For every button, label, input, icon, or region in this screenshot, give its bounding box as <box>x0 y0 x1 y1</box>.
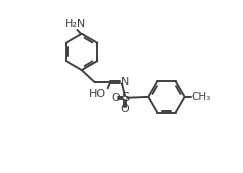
Text: O: O <box>121 104 129 114</box>
Text: H₂N: H₂N <box>65 19 86 29</box>
Text: N: N <box>121 77 129 87</box>
Text: O: O <box>111 93 120 103</box>
Text: CH₃: CH₃ <box>191 92 211 102</box>
Text: HO: HO <box>89 89 106 99</box>
Text: S: S <box>121 91 129 104</box>
